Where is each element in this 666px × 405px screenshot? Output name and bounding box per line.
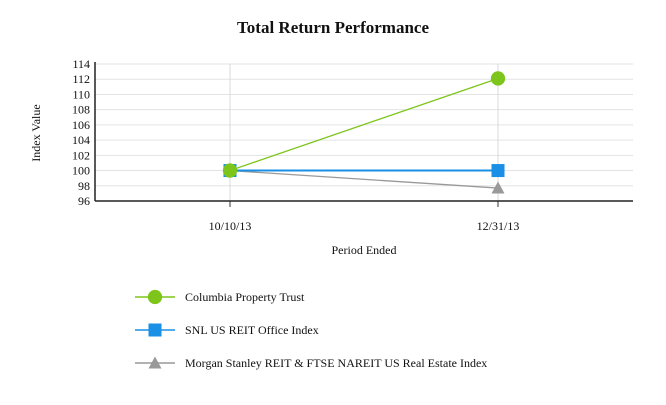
y-tick-label: 108 — [72, 103, 90, 117]
series-0 — [222, 71, 506, 178]
data-point — [490, 71, 506, 86]
series-2 — [223, 164, 505, 194]
x-tick-label: 12/31/13 — [477, 219, 520, 233]
circle-marker-icon — [147, 289, 163, 305]
x-tick-label: 10/10/13 — [209, 219, 252, 233]
y-tick-label: 106 — [72, 118, 90, 132]
y-tick-label: 112 — [72, 72, 90, 86]
series-line — [229, 169, 499, 189]
data-point — [491, 164, 505, 178]
series-line — [229, 77, 499, 172]
y-tick-label: 102 — [72, 148, 90, 162]
legend-label: Columbia Property Trust — [185, 290, 305, 304]
y-tick-label: 114 — [72, 57, 90, 71]
y-tick-label: 100 — [72, 164, 90, 178]
data-point — [222, 163, 238, 178]
legend-item: Columbia Property Trust — [135, 289, 305, 305]
legend-item: SNL US REIT Office Index — [135, 323, 319, 337]
y-tick-label: 98 — [78, 179, 90, 193]
legend-label: Morgan Stanley REIT & FTSE NAREIT US Rea… — [185, 356, 487, 370]
legend-label: SNL US REIT Office Index — [185, 323, 319, 337]
x-axis-label: Period Ended — [332, 243, 397, 257]
chart-title: Total Return Performance — [237, 18, 429, 37]
triangle-marker-icon — [148, 356, 162, 369]
legend-item: Morgan Stanley REIT & FTSE NAREIT US Rea… — [135, 356, 487, 370]
y-tick-label: 96 — [78, 194, 90, 208]
y-tick-label: 110 — [72, 87, 90, 101]
y-tick-label: 104 — [72, 133, 90, 147]
series-1 — [223, 164, 505, 178]
y-axis-label: Index Value — [29, 104, 43, 161]
data-point — [491, 181, 505, 194]
square-marker-icon — [148, 323, 162, 337]
